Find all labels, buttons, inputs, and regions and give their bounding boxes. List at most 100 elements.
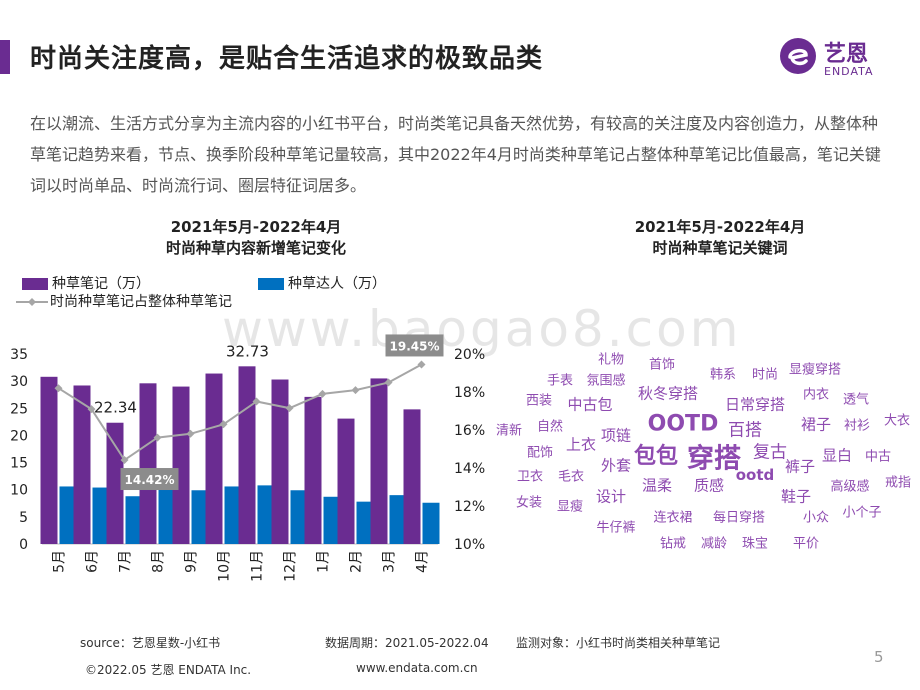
keyword-word: 显瘦穿搭 — [788, 362, 842, 378]
ratio-point — [120, 456, 129, 465]
keyword-word: 钻戒 — [659, 536, 687, 552]
title-accent-bar — [0, 40, 10, 74]
keyword-word: 小众 — [802, 510, 830, 526]
page-number: 5 — [874, 648, 884, 666]
x-tick-label: 11月 — [250, 550, 266, 582]
keyword-word: 每日穿搭 — [712, 510, 766, 526]
legend-swatch-notes — [22, 278, 48, 290]
keyword-word: 时尚 — [751, 367, 779, 383]
legend-swatch-ratio — [16, 298, 48, 306]
bar-creators — [389, 495, 407, 544]
keyword-word: 项链 — [600, 426, 632, 445]
bar-notes — [205, 373, 223, 544]
data-label-ratio: 19.45% — [390, 339, 440, 353]
keyword-word: OOTD — [647, 411, 719, 437]
keyword-word: 手表 — [546, 373, 574, 389]
logo-text-en: ENDATA — [824, 65, 874, 78]
footer-period: 数据周期：2021.05-2022.04 — [325, 636, 489, 650]
ratio-line — [57, 363, 422, 462]
keyword-word: 西装 — [525, 393, 553, 409]
ratio-point — [285, 404, 294, 413]
ratio-point — [417, 360, 426, 369]
bar-notes — [238, 366, 256, 544]
bar-notes — [40, 376, 58, 544]
keyword-word: 毛衣 — [557, 469, 585, 485]
x-tick-label: 8月 — [151, 550, 167, 573]
data-label-value: 22.34 — [94, 399, 137, 417]
y-right-tick-label: 20% — [454, 347, 485, 363]
ratio-point — [219, 420, 228, 429]
y-right-tick-label: 10% — [454, 537, 485, 553]
keyword-word: 衬衫 — [843, 418, 871, 434]
y-left-tick-label: 5 — [19, 510, 28, 526]
keyword-word: 外套 — [600, 456, 632, 475]
keyword-word: 减龄 — [700, 536, 728, 552]
keyword-word: 内衣 — [802, 387, 830, 403]
bar-creators — [191, 490, 209, 544]
bar-creators — [356, 501, 374, 544]
bar-notes — [370, 378, 388, 544]
data-label-ratio: 14.42% — [125, 473, 175, 487]
keyword-word: 包包 — [633, 444, 679, 469]
combo-chart: 0 5 10 15 20 25 30 35 10% 12% 14% 16% 18% 20% 5月 6月 7月 8月… — [10, 334, 485, 582]
keyword-word: 设计 — [595, 487, 627, 506]
keyword-word: 珠宝 — [741, 536, 769, 552]
y-right-tick-label: 16% — [454, 423, 485, 439]
keyword-word: 裙子 — [800, 415, 832, 434]
footer-website: www.endata.com.cn — [356, 661, 478, 675]
keyword-word: 连衣裙 — [653, 510, 693, 526]
keyword-word: 高级感 — [830, 479, 870, 495]
bar-creators — [92, 487, 110, 544]
x-tick-label: 12月 — [283, 550, 299, 582]
legend-item-ratio: 时尚种草笔记占整体种草笔记 — [14, 291, 232, 311]
right-chart-title-line1: 2021年5月-2022年4月 — [634, 218, 806, 236]
ratio-point — [351, 386, 360, 395]
y-left-tick-label: 10 — [10, 483, 28, 499]
keyword-word: 氛围感 — [586, 373, 626, 389]
y-left-tick-label: 0 — [19, 537, 28, 553]
bar-creators — [158, 486, 176, 544]
data-label-value: 32.73 — [226, 342, 269, 360]
footer-copyright: ©2022.05 艺恩 ENDATA Inc. — [85, 663, 252, 677]
keyword-word: 显白 — [821, 446, 853, 465]
keyword-word: 温柔 — [641, 476, 673, 495]
legend-label-creators: 种草达人（万） — [288, 276, 386, 292]
ratio-point — [384, 378, 393, 387]
legend-label-ratio: 时尚种草笔记占整体种草笔记 — [50, 294, 232, 310]
left-chart-title-line1: 2021年5月-2022年4月 — [170, 218, 342, 236]
keyword-word: 穿搭 — [687, 443, 741, 475]
data-label-box — [120, 468, 179, 491]
y-right-tick-label: 14% — [454, 461, 485, 477]
bar-creators — [125, 496, 143, 544]
x-tick-label: 5月 — [52, 550, 68, 573]
legend-item-notes: 种草笔记（万） — [22, 273, 150, 293]
bar-notes — [172, 386, 190, 544]
legend-item-creators: 种草达人（万） — [258, 273, 386, 293]
legend-label-notes: 种草笔记（万） — [52, 276, 150, 292]
bar-creators — [59, 486, 77, 544]
bar-notes — [403, 409, 421, 544]
logo-text-cn: 艺恩 — [824, 42, 869, 67]
keyword-word: 透气 — [842, 392, 870, 408]
bar-notes — [139, 383, 157, 544]
page-title: 时尚关注度高，是贴合生活追求的极致品类 — [30, 44, 544, 74]
keyword-word: ootd — [735, 466, 775, 484]
keyword-word: 小个子 — [842, 505, 882, 521]
y-left-tick-label: 25 — [10, 401, 28, 417]
x-tick-label: 7月 — [118, 550, 134, 573]
ratio-point — [54, 384, 63, 393]
x-tick-label: 1月 — [316, 550, 332, 573]
bar-creators — [422, 502, 440, 544]
keyword-word: 韩系 — [709, 367, 737, 383]
keyword-word: 百搭 — [728, 420, 762, 441]
y-left-tick-label: 15 — [10, 456, 28, 472]
y-left-tick-label: 30 — [10, 374, 28, 390]
bar-notes — [271, 379, 289, 544]
keyword-word: 鞋子 — [780, 487, 812, 506]
keyword-word: 显瘦 — [556, 499, 584, 515]
bar-creators — [323, 496, 341, 544]
x-tick-label: 10月 — [217, 550, 233, 582]
x-tick-label: 3月 — [382, 550, 398, 573]
y-left-tick-label: 20 — [10, 428, 28, 444]
keyword-word: 中古包 — [567, 395, 613, 414]
